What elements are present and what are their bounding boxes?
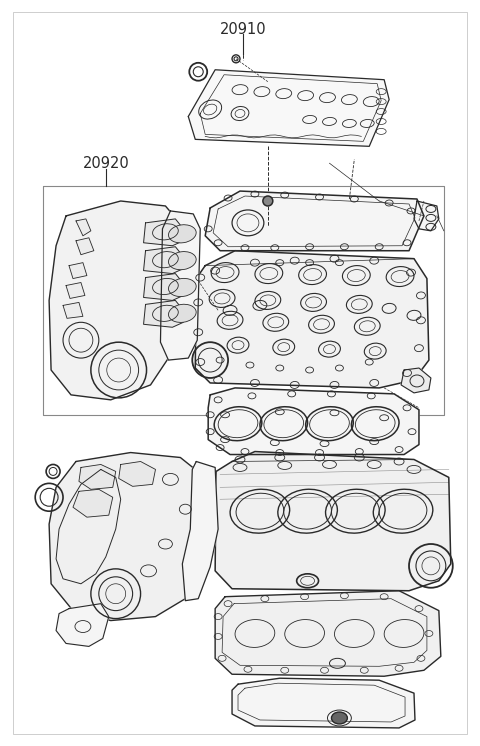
Polygon shape bbox=[144, 247, 183, 274]
Polygon shape bbox=[188, 70, 389, 146]
Polygon shape bbox=[73, 489, 113, 517]
Polygon shape bbox=[195, 251, 429, 388]
Text: 20910: 20910 bbox=[220, 22, 266, 37]
Polygon shape bbox=[76, 238, 94, 254]
Ellipse shape bbox=[332, 712, 348, 724]
Polygon shape bbox=[232, 678, 415, 728]
Polygon shape bbox=[205, 191, 424, 251]
Polygon shape bbox=[66, 283, 85, 298]
Polygon shape bbox=[56, 604, 109, 646]
Polygon shape bbox=[144, 301, 183, 327]
Polygon shape bbox=[215, 451, 451, 591]
Ellipse shape bbox=[263, 196, 273, 206]
Polygon shape bbox=[49, 453, 208, 621]
Polygon shape bbox=[208, 388, 419, 454]
Polygon shape bbox=[63, 302, 83, 319]
Polygon shape bbox=[160, 211, 200, 360]
Polygon shape bbox=[49, 201, 185, 400]
Polygon shape bbox=[119, 462, 156, 486]
Polygon shape bbox=[414, 201, 439, 231]
Text: 20920: 20920 bbox=[83, 156, 130, 172]
Polygon shape bbox=[182, 462, 218, 601]
Polygon shape bbox=[76, 219, 91, 236]
Polygon shape bbox=[79, 465, 116, 489]
Polygon shape bbox=[69, 263, 87, 278]
Polygon shape bbox=[144, 219, 183, 245]
Ellipse shape bbox=[168, 278, 196, 297]
Polygon shape bbox=[215, 591, 441, 676]
Ellipse shape bbox=[168, 251, 196, 270]
Ellipse shape bbox=[168, 304, 196, 322]
Polygon shape bbox=[144, 274, 183, 301]
Ellipse shape bbox=[168, 225, 196, 243]
Polygon shape bbox=[401, 368, 431, 393]
